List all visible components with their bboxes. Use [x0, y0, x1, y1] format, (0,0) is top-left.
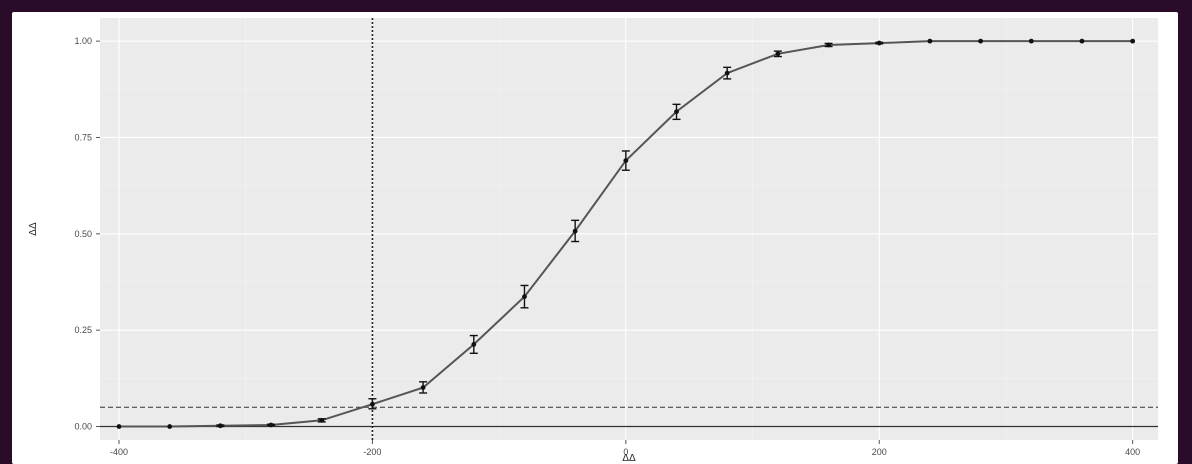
data-point [116, 424, 122, 429]
data-point [724, 70, 730, 76]
data-point [420, 385, 426, 390]
data-point [1130, 38, 1136, 44]
x-tick-label: 200 [872, 447, 887, 457]
y-tick-label: 0.75 [74, 132, 92, 142]
data-point [268, 422, 274, 428]
data-point [623, 158, 629, 163]
data-point [826, 42, 831, 48]
y-tick-label: 0.50 [74, 229, 92, 239]
data-point [1028, 38, 1034, 44]
data-point [927, 38, 933, 44]
x-tick-label: -200 [363, 447, 381, 457]
x-tick-label: -400 [110, 447, 128, 457]
y-axis-title: ΔΔ [28, 222, 39, 236]
y-tick-label: 0.00 [74, 422, 92, 432]
x-tick-label: 400 [1125, 447, 1140, 457]
data-point [1079, 38, 1085, 44]
series-layer [116, 38, 1136, 429]
data-point [167, 424, 173, 429]
data-point [572, 228, 578, 234]
x-tick-label: 0 [623, 447, 628, 457]
data-point [217, 423, 223, 429]
data-point [876, 40, 882, 46]
data-point [471, 342, 477, 347]
y-tick-label: 1.00 [74, 36, 92, 46]
y-tick-label: 0.25 [74, 325, 92, 335]
data-point [674, 109, 679, 115]
data-point [370, 401, 375, 407]
reference-lines [100, 18, 1158, 440]
y-axis: 0.00 0.25 0.50 0.75 1.00 [74, 36, 100, 432]
x-axis-title: ΔΔ [622, 453, 636, 464]
plot-panel [100, 18, 1158, 440]
grid-minor [100, 18, 1158, 440]
data-point [319, 417, 325, 423]
chart-frame: -400 -200 0 200 400 0.00 0.25 0.50 0.75 1.00 ΔΔ … [12, 12, 1178, 464]
data-point [978, 38, 984, 44]
data-point [775, 51, 781, 57]
power-curve-chart: -400 -200 0 200 400 0.000.250.500.751.00 ΔΔ … [28, 18, 1158, 464]
x-axis: -400 -200 0 200 400 [110, 440, 1140, 457]
data-point [522, 294, 527, 300]
